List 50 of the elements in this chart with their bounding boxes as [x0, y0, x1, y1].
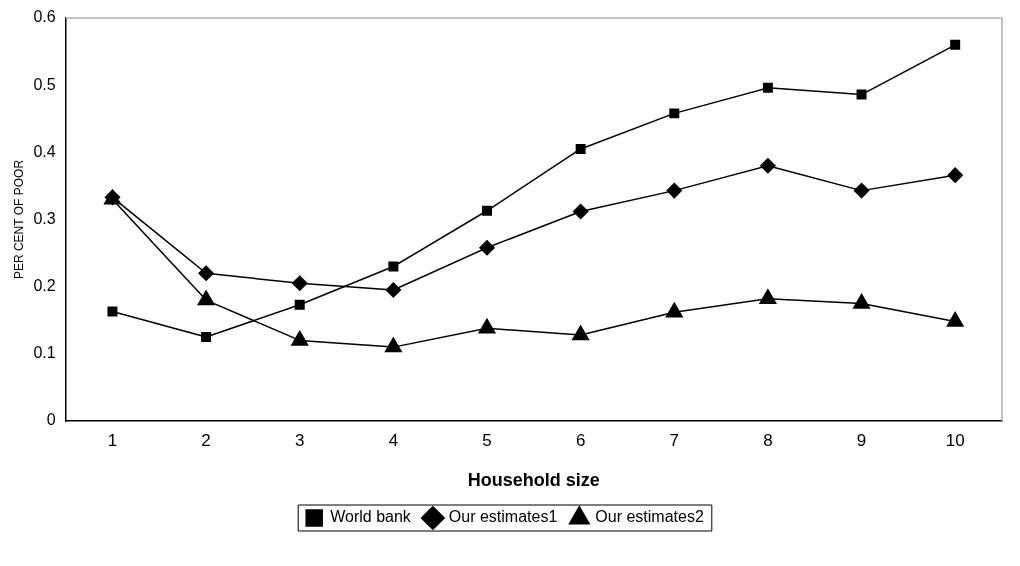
point	[947, 167, 963, 183]
x-tick-label: 7	[669, 430, 680, 450]
legend-label: Our estimates1	[448, 508, 558, 526]
point	[760, 158, 776, 174]
point	[666, 182, 683, 199]
point	[479, 239, 495, 256]
legend-label: World bank	[330, 508, 412, 526]
y-axis-title: PER CENT OF POOR	[11, 159, 26, 280]
legend-label: Our estimates2	[595, 508, 704, 526]
point	[384, 337, 402, 353]
point	[107, 306, 118, 317]
y-tick-label: 0.3	[33, 209, 56, 227]
point	[482, 205, 492, 216]
x-tick-label: 3	[295, 430, 305, 450]
point	[388, 261, 399, 272]
y-tick-label: 0	[46, 411, 56, 429]
point	[853, 182, 870, 199]
point	[197, 290, 215, 306]
point	[665, 302, 683, 318]
y-tick-label: 0.5	[33, 75, 56, 93]
point	[572, 325, 590, 341]
point	[950, 39, 961, 50]
point	[291, 275, 308, 292]
point	[856, 89, 867, 100]
y-tick-label: 0.4	[33, 142, 56, 160]
point	[572, 203, 589, 220]
x-tick-label: 4	[388, 430, 399, 450]
point	[575, 143, 586, 154]
x-tick-label: 8	[763, 430, 773, 450]
point	[853, 293, 871, 309]
point	[946, 311, 964, 327]
x-tick-label: 9	[856, 430, 867, 450]
y-tick-label: 0.2	[33, 277, 56, 295]
point	[198, 265, 214, 281]
x-axis-title: Household size	[467, 470, 600, 491]
x-tick-label: 1	[107, 430, 118, 450]
point	[291, 330, 309, 346]
point	[759, 289, 777, 305]
point	[201, 332, 212, 343]
x-tick-label: 2	[201, 430, 211, 450]
x-tick-label: 5	[482, 430, 492, 450]
x-tick-label: 10	[945, 430, 965, 450]
point	[478, 318, 496, 334]
x-tick-label: 6	[575, 430, 586, 450]
point	[669, 108, 680, 119]
y-tick-label: 0.1	[33, 344, 56, 362]
point	[294, 299, 305, 310]
y-tick-label: 0.6	[33, 8, 56, 26]
point	[762, 82, 773, 93]
point	[385, 282, 402, 298]
